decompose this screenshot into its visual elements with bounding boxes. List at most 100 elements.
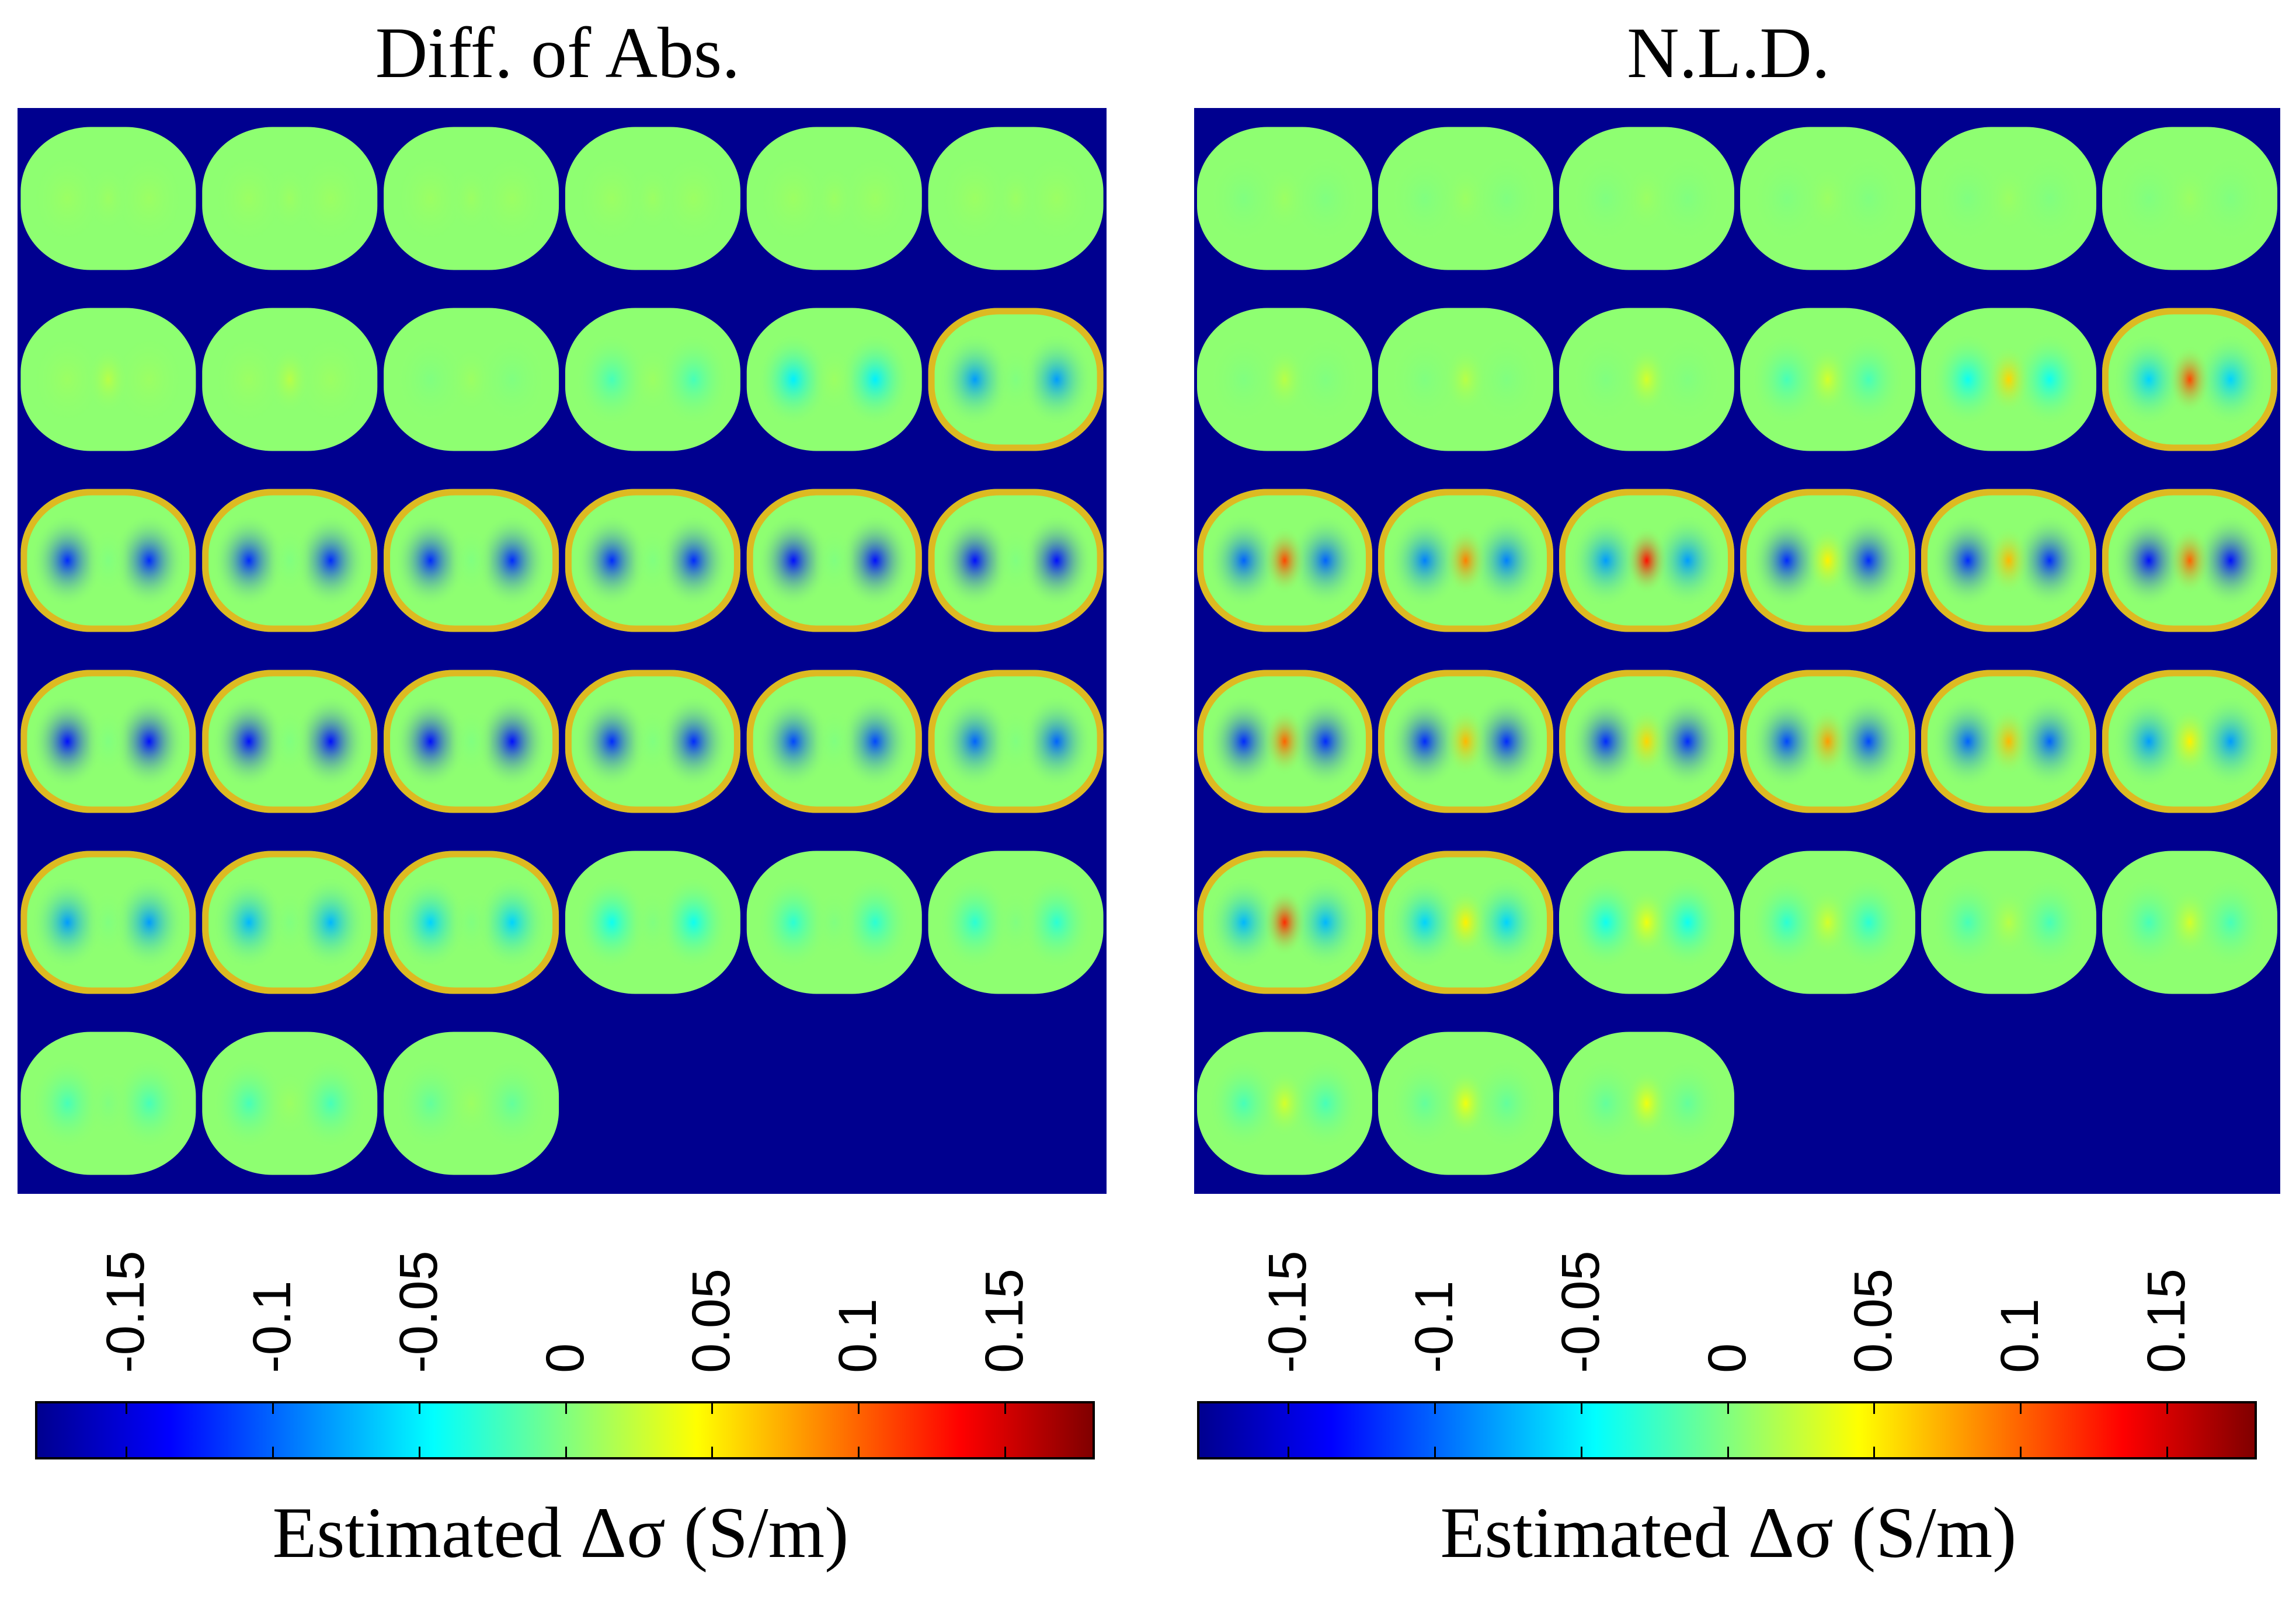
left-lobe-blob <box>1208 333 1280 426</box>
slice-image <box>565 489 740 632</box>
slice-image <box>384 127 559 270</box>
center-blob <box>994 889 1037 956</box>
center-blob <box>1626 889 1668 956</box>
left-lobe-blob <box>1570 152 1642 245</box>
right-lobe-blob <box>476 1057 549 1150</box>
center-blob <box>87 165 130 232</box>
center-blob <box>1807 165 1849 232</box>
left-lobe-blob <box>1751 152 1823 245</box>
slice-image <box>1559 489 1734 632</box>
slice-rim <box>1740 670 1915 813</box>
center-blob <box>269 165 311 232</box>
slice-rim <box>384 489 559 632</box>
center-blob <box>269 889 311 956</box>
colorbar-tick <box>125 1447 127 1457</box>
center-blob <box>87 527 130 594</box>
right-lobe-blob <box>1289 152 1362 245</box>
slice-image <box>202 489 378 632</box>
slice-image <box>202 670 378 813</box>
right-colorbar <box>1197 1401 2257 1459</box>
slice-image <box>1921 489 2096 632</box>
left-lobe-blob <box>757 152 830 245</box>
slice-rim <box>2102 670 2277 813</box>
left-lobe-blob <box>1570 695 1642 788</box>
left-lobe-blob <box>1389 695 1461 788</box>
slice-rim <box>1378 489 1553 632</box>
right-lobe-blob <box>2013 514 2086 607</box>
center-blob <box>1988 708 2030 775</box>
colorbar-tick-label: -0.15 <box>1257 1250 1317 1373</box>
slice-image <box>2102 308 2277 451</box>
colorbar-tick <box>1004 1447 1007 1457</box>
center-blob <box>1988 889 2030 956</box>
right-lobe-blob <box>1651 1057 1724 1150</box>
left-lobe-blob <box>213 333 286 426</box>
right-lobe-blob <box>2013 695 2086 788</box>
center-blob <box>994 708 1037 775</box>
colorbar-tick-label: 0.15 <box>2137 1268 2197 1373</box>
slice-image <box>2102 127 2277 270</box>
right-lobe-blob <box>1651 514 1724 607</box>
right-lobe-blob <box>1651 333 1724 426</box>
slice-image <box>1559 851 1734 994</box>
center-blob <box>269 527 311 594</box>
left-lobe-blob <box>2113 514 2185 607</box>
slice-rim <box>928 489 1104 632</box>
colorbar-tick <box>565 1403 567 1414</box>
slice-image <box>1740 851 1915 994</box>
slice-image <box>1740 308 1915 451</box>
slice-rim <box>1197 670 1372 813</box>
slice-image <box>1921 670 2096 813</box>
slice-image <box>1921 851 2096 994</box>
left-lobe-blob <box>213 1057 286 1150</box>
left-lobe-blob <box>394 1057 467 1150</box>
colorbar-tick-label: -0.1 <box>242 1280 302 1373</box>
right-lobe-blob <box>1020 876 1093 969</box>
center-blob <box>1807 889 1849 956</box>
center-blob <box>2169 527 2211 594</box>
center-blob <box>269 346 311 413</box>
slice-rim <box>746 670 922 813</box>
slice-image <box>746 127 922 270</box>
slice-image <box>746 489 922 632</box>
left-lobe-blob <box>575 876 648 969</box>
slice-rim <box>202 670 378 813</box>
left-lobe-blob <box>1751 333 1823 426</box>
right-lobe-blob <box>2013 333 2086 426</box>
center-blob <box>1445 708 1487 775</box>
slice-image <box>928 127 1104 270</box>
colorbar-tick <box>565 1447 567 1457</box>
colorbar-tick <box>2166 1403 2169 1414</box>
colorbar-tick <box>418 1447 420 1457</box>
right-lobe-blob <box>1651 152 1724 245</box>
colorbar-tick <box>2020 1403 2022 1414</box>
colorbar-tick <box>1287 1447 1289 1457</box>
colorbar-tick <box>1004 1403 1007 1414</box>
center-blob <box>631 527 674 594</box>
right-lobe-blob <box>2194 876 2267 969</box>
colorbar-tick <box>1434 1403 1436 1414</box>
right-lobe-blob <box>2194 333 2267 426</box>
right-slice-mosaic <box>1194 108 2280 1194</box>
left-mosaic-svg <box>20 127 1104 1175</box>
left-lobe-blob <box>575 514 648 607</box>
center-blob <box>631 165 674 232</box>
slice-image <box>1197 308 1372 451</box>
colorbar-tick <box>711 1447 714 1457</box>
slice-rim <box>1378 670 1553 813</box>
slice-rim <box>384 851 559 994</box>
slice-rim <box>2102 489 2277 632</box>
slice-rim <box>1921 670 2096 813</box>
slice-image <box>384 670 559 813</box>
center-blob <box>631 346 674 413</box>
center-blob <box>813 889 855 956</box>
right-lobe-blob <box>2013 876 2086 969</box>
center-blob <box>269 708 311 775</box>
right-lobe-blob <box>294 333 367 426</box>
center-blob <box>2169 889 2211 956</box>
slice-image <box>1197 1032 1372 1175</box>
left-lobe-blob <box>31 876 104 969</box>
center-blob <box>994 165 1037 232</box>
right-lobe-blob <box>657 514 730 607</box>
slice-image <box>746 670 922 813</box>
